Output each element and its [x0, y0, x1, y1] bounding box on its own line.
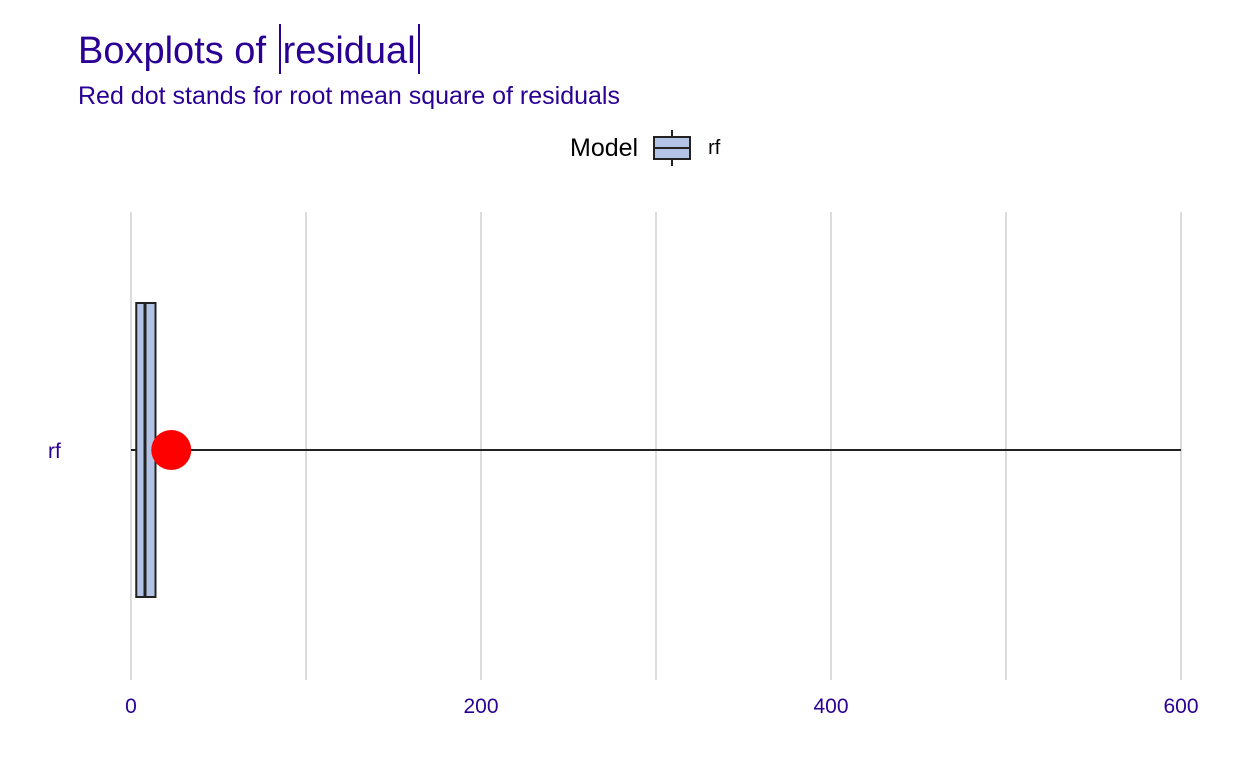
legend-title: Model	[570, 133, 639, 162]
x-tick-label: 200	[463, 695, 498, 718]
x-tick-label: 600	[1163, 695, 1198, 718]
x-tick-label: 0	[125, 695, 137, 718]
chart-title: Boxplots of residual	[78, 24, 422, 74]
title-prefix: Boxplots of	[78, 30, 277, 72]
legend-label: rf	[708, 136, 721, 159]
legend: Model rf	[570, 128, 720, 168]
chart-subtitle: Red dot stands for root mean square of r…	[78, 82, 620, 110]
y-tick-label: rf	[48, 440, 61, 463]
rmse-dot	[151, 430, 192, 470]
x-tick-label: 400	[813, 695, 848, 718]
title-variable: residual	[282, 30, 416, 72]
abs-bar-right	[417, 24, 420, 74]
abs-bar-left	[278, 24, 281, 74]
legend-key-boxplot-icon	[653, 130, 692, 166]
